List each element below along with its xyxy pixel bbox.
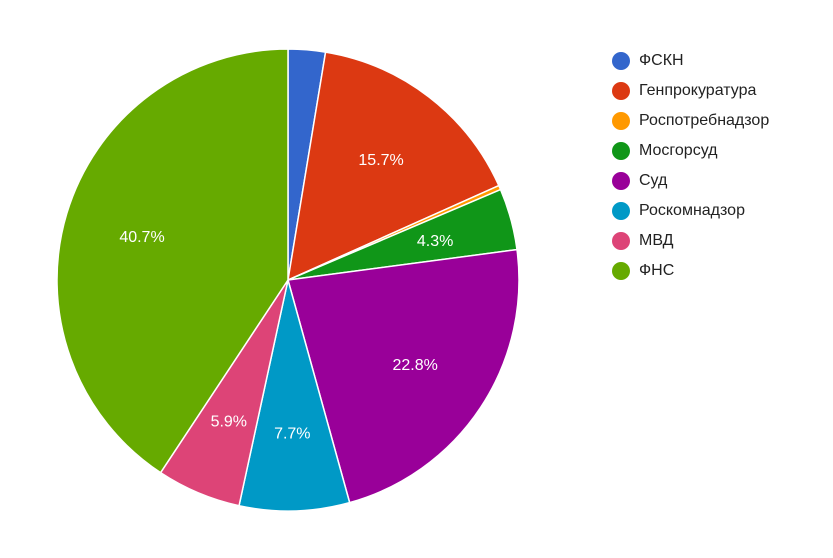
legend-swatch-icon xyxy=(612,232,630,250)
legend-swatch-icon xyxy=(612,262,630,280)
legend-label: МВД xyxy=(639,232,674,249)
legend-label: Мосгорсуд xyxy=(639,142,718,159)
legend-swatch-icon xyxy=(612,202,630,220)
legend-swatch-icon xyxy=(612,172,630,190)
legend-item-0[interactable]: ФСКН xyxy=(612,46,769,76)
legend-item-6[interactable]: МВД xyxy=(612,226,769,256)
legend: ФСКН Генпрокуратура Роспотребнадзор Мосгорс… xyxy=(612,46,769,286)
legend-label: Роспотребнадзор xyxy=(639,112,770,129)
pie-slice-label-3: 4.3% xyxy=(417,233,453,250)
pie-slices xyxy=(56,48,520,512)
pie-slice-label-1: 15.7% xyxy=(358,152,403,169)
legend-label: ФСКН xyxy=(639,52,684,69)
legend-item-4[interactable]: Суд xyxy=(612,166,769,196)
legend-label: Роскомнадзор xyxy=(639,202,745,219)
pie-slice-7[interactable] xyxy=(56,48,289,474)
legend-item-1[interactable]: Генпрокуратура xyxy=(612,76,769,106)
pie-slice-label-5: 7.7% xyxy=(274,425,310,442)
pie-chart: 15.7% 4.3% 22.8% 7.7% 5.9% 40.7% xyxy=(56,48,520,512)
legend-label: Суд xyxy=(639,172,668,189)
pie-slice-label-4: 22.8% xyxy=(393,357,438,374)
pie-slice-label-7: 40.7% xyxy=(119,229,164,246)
pie-slice-labels: 15.7% 4.3% 22.8% 7.7% 5.9% 40.7% xyxy=(119,152,453,442)
pie-slice-4[interactable] xyxy=(287,248,520,504)
legend-swatch-icon xyxy=(612,82,630,100)
legend-item-2[interactable]: Роспотребнадзор xyxy=(612,106,769,136)
legend-swatch-icon xyxy=(612,142,630,160)
legend-item-3[interactable]: Мосгорсуд xyxy=(612,136,769,166)
pie-slice-1[interactable] xyxy=(287,51,500,282)
legend-swatch-icon xyxy=(612,52,630,70)
legend-item-5[interactable]: Роскомнадзор xyxy=(612,196,769,226)
legend-item-7[interactable]: ФНС xyxy=(612,256,769,286)
pie-slice-label-6: 5.9% xyxy=(211,414,247,431)
pie-slice-5[interactable] xyxy=(238,279,351,512)
legend-label: ФНС xyxy=(639,262,675,279)
legend-label: Генпрокуратура xyxy=(639,82,757,99)
legend-swatch-icon xyxy=(612,112,630,130)
